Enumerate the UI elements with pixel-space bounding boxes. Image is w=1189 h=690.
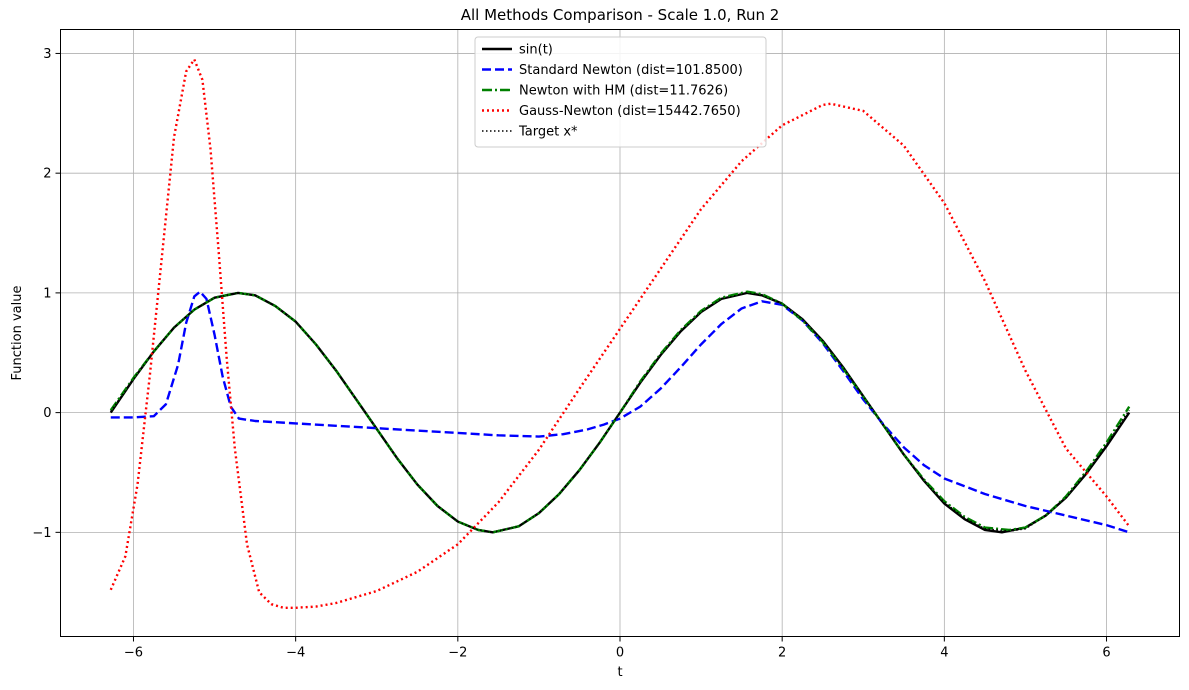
series-line-3 (109, 58, 1131, 609)
legend-label-2: Newton with HM (dist=11.7626) (519, 84, 728, 99)
chart-title: All Methods Comparison - Scale 1.0, Run … (461, 6, 780, 24)
grid (60, 29, 1180, 637)
y-tick-label: 0 (43, 406, 51, 421)
x-tick-label: 4 (940, 646, 948, 661)
legend-label-4: Target x* (518, 125, 578, 140)
series-layer (109, 58, 1131, 609)
legend-box (474, 36, 767, 148)
legend-label-1: Standard Newton (dist=101.8500) (519, 63, 743, 78)
legend: sin(t) Standard Newton (dist=101.8500) New… (474, 36, 767, 148)
series-line-4 (110, 292, 1130, 534)
x-tick-label: −6 (124, 646, 143, 661)
x-tick-label: 0 (616, 646, 624, 661)
y-tick-label: 1 (43, 286, 51, 301)
ticks: −6 −4 −2 0 2 4 6 −1 0 1 2 3 (32, 47, 1110, 661)
legend-label-3: Gauss-Newton (dist=15442.7650) (519, 104, 741, 119)
x-tick-label: −4 (286, 646, 305, 661)
y-axis-label: Function value (10, 286, 25, 381)
x-tick-label: 2 (778, 646, 786, 661)
y-tick-label: 2 (43, 167, 51, 182)
legend-label-0: sin(t) (519, 43, 553, 58)
x-tick-label: 6 (1102, 646, 1110, 661)
series-line-1 (110, 290, 1130, 534)
x-tick-label: −2 (448, 646, 467, 661)
y-tick-label: 3 (43, 47, 51, 62)
x-axis-label: t (617, 665, 622, 680)
y-tick-label: −1 (32, 526, 51, 541)
